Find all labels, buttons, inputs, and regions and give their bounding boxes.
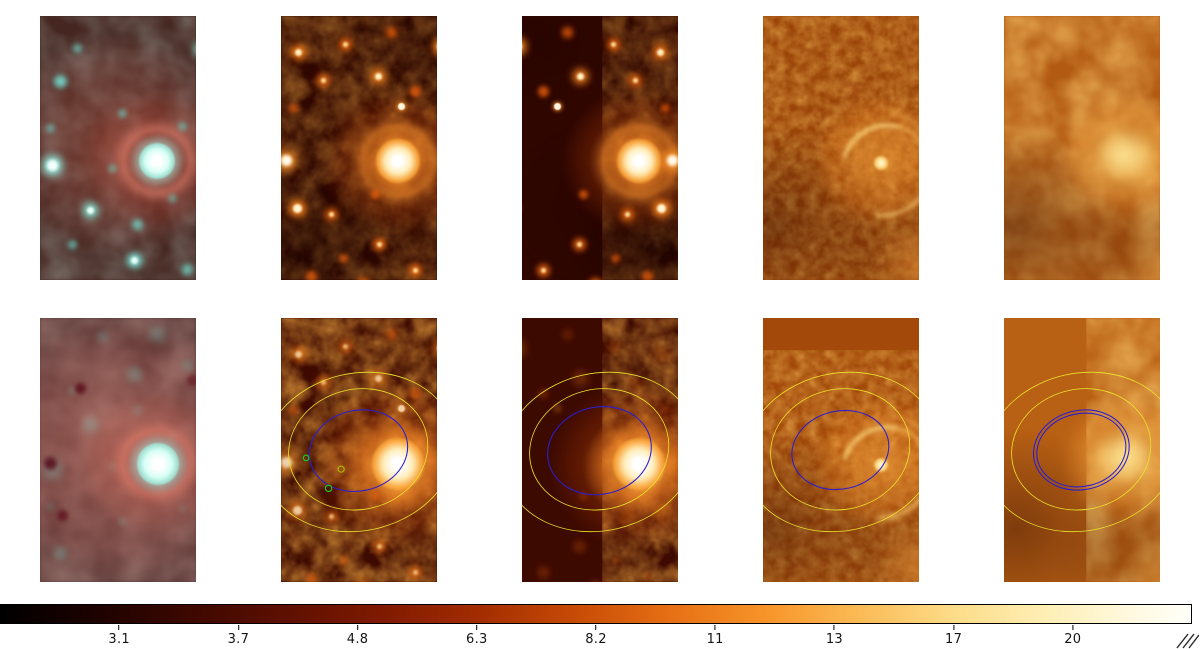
tick-mark	[595, 625, 597, 630]
contour-overlay	[281, 371, 437, 533]
starfield-mirror	[522, 16, 678, 280]
inner-yellow-ellipse	[770, 388, 911, 511]
outer-yellow-ellipse	[763, 371, 919, 533]
galaxy-core	[874, 156, 888, 170]
blue-ellipse	[547, 406, 652, 496]
colorbar: 3.1 3.7 4.8 6.3 8.2 11 13 17 20	[0, 604, 1200, 649]
tick-mark	[357, 625, 359, 630]
tick-label: 20	[1064, 632, 1082, 647]
panel-row2-col1-composite	[40, 318, 196, 582]
tick-label: 13	[825, 632, 843, 647]
star-cores	[40, 16, 45, 21]
star-cores	[281, 16, 286, 21]
green-marker-circle	[302, 454, 310, 462]
panel-row1-col3	[522, 16, 678, 280]
tick-label: 4.8	[346, 632, 369, 647]
tick-label: 6.3	[466, 632, 488, 647]
star-cores	[673, 16, 678, 21]
blue-ellipse-inner	[1036, 412, 1127, 488]
tick-label: 11	[706, 632, 724, 647]
contour-overlay	[522, 371, 678, 533]
tick-mark	[237, 625, 239, 630]
panel-row2-col5-contours	[1004, 318, 1160, 582]
blue-ellipse-outer	[1032, 409, 1130, 491]
dark-artifacts	[40, 318, 45, 323]
tick-mark	[953, 625, 955, 630]
colorbar-tick: 17	[945, 625, 962, 647]
colorbar-tick: 3.1	[108, 625, 130, 647]
contour-overlay	[763, 371, 919, 533]
tick-mark	[833, 625, 835, 630]
panel-row2-col4-contours	[763, 318, 919, 582]
colorbar-tick: 8.2	[585, 625, 607, 647]
tick-mark	[118, 625, 120, 630]
colorbar-tick: 13	[826, 625, 843, 647]
blue-ellipse	[308, 409, 409, 493]
galaxy-core	[137, 443, 179, 485]
galaxy-core	[617, 139, 661, 183]
colorbar-gradient	[0, 604, 1192, 624]
colorbar-tick: 11	[707, 625, 724, 647]
colorbar-tick: 3.7	[228, 625, 250, 647]
tick-mark	[476, 625, 478, 630]
inner-yellow-ellipse	[1011, 388, 1152, 511]
panel-row1-col5	[1004, 16, 1160, 280]
colorbar-tick: 4.8	[347, 625, 369, 647]
tick-mark	[1072, 625, 1074, 630]
image-grid	[40, 16, 1160, 582]
galaxy-core	[874, 458, 888, 472]
contour-overlay	[1004, 371, 1160, 533]
tick-label: 3.1	[108, 632, 130, 647]
inner-yellow-ellipse	[529, 388, 670, 511]
outer-yellow-ellipse	[281, 371, 437, 533]
outer-yellow-ellipse	[1004, 371, 1160, 533]
olive-marker-circle	[337, 465, 345, 473]
colorbar-tick: 6.3	[466, 625, 488, 647]
tick-mark	[714, 625, 716, 630]
panel-row1-col1-composite	[40, 16, 196, 280]
outer-yellow-ellipse	[522, 371, 678, 533]
panel-row2-col2-contours	[281, 318, 437, 582]
tick-label: 17	[945, 632, 963, 647]
inner-yellow-ellipse	[288, 388, 429, 511]
tick-label: 8.2	[585, 632, 607, 647]
galaxy-core	[372, 438, 424, 490]
resize-handle-icon[interactable]	[1169, 630, 1199, 649]
galaxy-core	[376, 139, 420, 183]
colorbar-ticks: 3.1 3.7 4.8 6.3 8.2 11 13 17 20	[0, 625, 1192, 649]
panel-row1-col4	[763, 16, 919, 280]
galaxy-core	[139, 143, 175, 179]
panel-row2-col3-contours	[522, 318, 678, 582]
galaxy-bright-knot	[1089, 124, 1159, 186]
panel-row1-col2	[281, 16, 437, 280]
green-marker-circle	[324, 484, 333, 493]
colorbar-tick: 20	[1064, 625, 1081, 647]
blue-ellipse	[791, 409, 890, 491]
galaxy-core	[613, 438, 665, 490]
tick-label: 3.7	[227, 632, 250, 647]
